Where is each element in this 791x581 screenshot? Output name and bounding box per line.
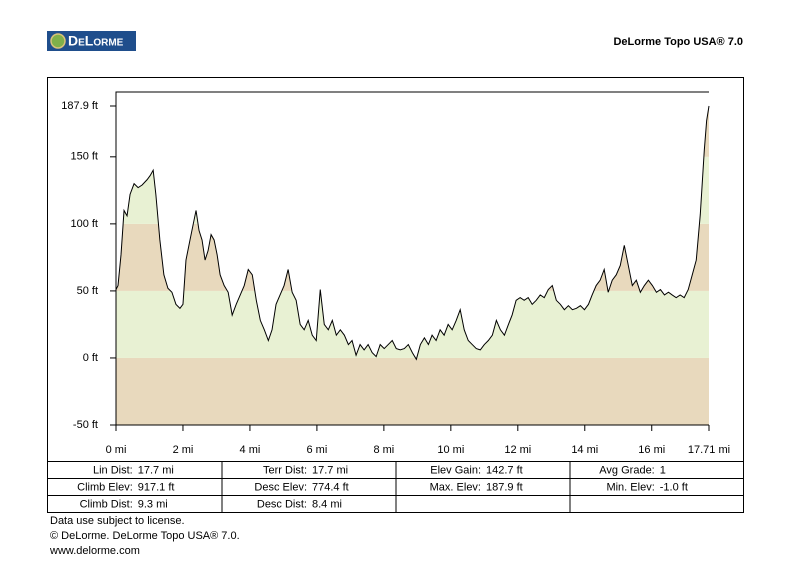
stat-value: 1 bbox=[660, 464, 666, 476]
stat-value: 142.7 ft bbox=[486, 464, 523, 476]
stat-label: Climb Dist: bbox=[80, 498, 133, 510]
elevation-band bbox=[116, 106, 709, 157]
x-tick-label: 10 mi bbox=[437, 444, 464, 456]
stat-value: -1.0 ft bbox=[660, 481, 688, 493]
elevation-band bbox=[116, 156, 709, 224]
stat-value: 17.7 mi bbox=[312, 464, 348, 476]
stat-label: Elev Gain: bbox=[430, 464, 481, 476]
elevation-band bbox=[116, 357, 709, 425]
stat-value: 774.4 ft bbox=[312, 481, 349, 493]
elevation-band bbox=[116, 290, 709, 358]
stats-table: Lin Dist: 17.7 mi Terr Dist: 17.7 mi Elev Ga… bbox=[47, 461, 744, 513]
plot: -50 ft 0 ft 50 ft 100 ft 150 ft 187.9 ft 0 mi 2… bbox=[61, 91, 730, 456]
x-tick-label: 12 mi bbox=[504, 444, 531, 456]
y-tick-label: -50 ft bbox=[73, 419, 98, 431]
stat-label: Desc Dist: bbox=[257, 498, 307, 510]
footer-line: Data use subject to license. bbox=[50, 515, 185, 527]
x-tick-label: 16 mi bbox=[638, 444, 665, 456]
y-tick-label: 50 ft bbox=[77, 285, 98, 297]
y-tick-label: 0 ft bbox=[83, 352, 98, 364]
footer-line: www.delorme.com bbox=[49, 545, 140, 557]
plot-frame bbox=[115, 91, 709, 425]
x-tick-label: 14 mi bbox=[571, 444, 598, 456]
logo-globe bbox=[50, 33, 66, 49]
stat-value: 187.9 ft bbox=[486, 481, 523, 493]
footer-line: © DeLorme. DeLorme Topo USA® 7.0. bbox=[50, 530, 240, 542]
x-tick-label: 8 mi bbox=[373, 444, 394, 456]
stat-label: Min. Elev: bbox=[606, 481, 654, 493]
stat-value: 8.4 mi bbox=[312, 498, 342, 510]
logo-text: DeLorme bbox=[68, 33, 124, 49]
product-name: DeLorme Topo USA® 7.0 bbox=[613, 36, 743, 48]
elevation-line bbox=[115, 105, 710, 361]
stat-label: Avg Grade: bbox=[599, 464, 654, 476]
y-tick-label: 100 ft bbox=[70, 218, 98, 230]
x-tick-label: 2 mi bbox=[173, 444, 194, 456]
stat-value: 917.1 ft bbox=[138, 481, 175, 493]
stat-label: Desc Elev: bbox=[254, 481, 307, 493]
stat-label: Max. Elev: bbox=[430, 481, 481, 493]
x-tick-label: 6 mi bbox=[307, 444, 328, 456]
stat-value: 9.3 mi bbox=[138, 498, 168, 510]
footer: Data use subject to license. © DeLorme. D… bbox=[49, 515, 240, 557]
stat-label: Terr Dist: bbox=[263, 464, 307, 476]
x-tick-label: 4 mi bbox=[240, 444, 261, 456]
stat-label: Lin Dist: bbox=[93, 464, 133, 476]
x-tick-label: 17.71 mi bbox=[688, 444, 730, 456]
stat-value: 17.7 mi bbox=[138, 464, 174, 476]
x-tick-label: 0 mi bbox=[106, 444, 127, 456]
y-tick-label: 187.9 ft bbox=[61, 100, 98, 112]
logo-box bbox=[47, 31, 136, 51]
y-tick-label: 150 ft bbox=[70, 151, 98, 163]
stat-label: Climb Elev: bbox=[77, 481, 133, 493]
